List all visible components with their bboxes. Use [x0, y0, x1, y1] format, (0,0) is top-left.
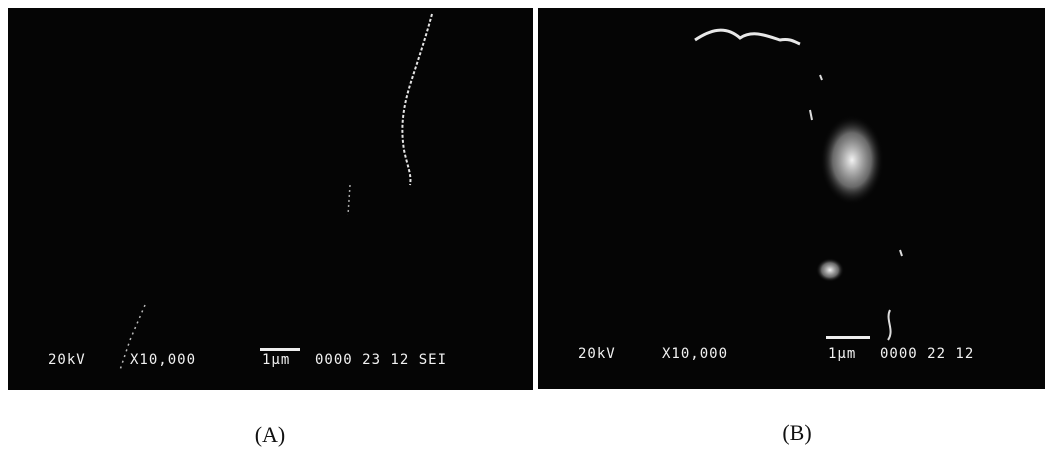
image-code: 0000 22 12	[880, 346, 974, 362]
scale-bar	[826, 336, 870, 339]
voltage: 20kV	[48, 352, 86, 368]
scale-bar	[260, 348, 300, 351]
scale: 1μm	[828, 346, 856, 362]
figure: 20kV X10,000 1μm 0000 23 12 SEI 20kV X10…	[0, 0, 1045, 457]
scale: 1μm	[262, 352, 290, 368]
image-code: 0000 23 12 SEI	[315, 352, 447, 368]
magnification: X10,000	[662, 346, 728, 362]
particle	[820, 115, 884, 205]
panel-b: 20kV X10,000 1μm 0000 22 12	[538, 8, 1045, 389]
panel-a: 20kV X10,000 1μm 0000 23 12 SEI	[8, 8, 533, 390]
page: 20kV X10,000 1μm 0000 23 12 SEI 20kV X10…	[0, 0, 1045, 457]
caption: (B)	[782, 420, 811, 445]
sem-image	[538, 8, 1045, 389]
particle	[816, 258, 844, 282]
sem-image	[8, 8, 533, 390]
caption: (A)	[255, 422, 286, 447]
magnification: X10,000	[130, 352, 196, 368]
voltage: 20kV	[578, 346, 616, 362]
